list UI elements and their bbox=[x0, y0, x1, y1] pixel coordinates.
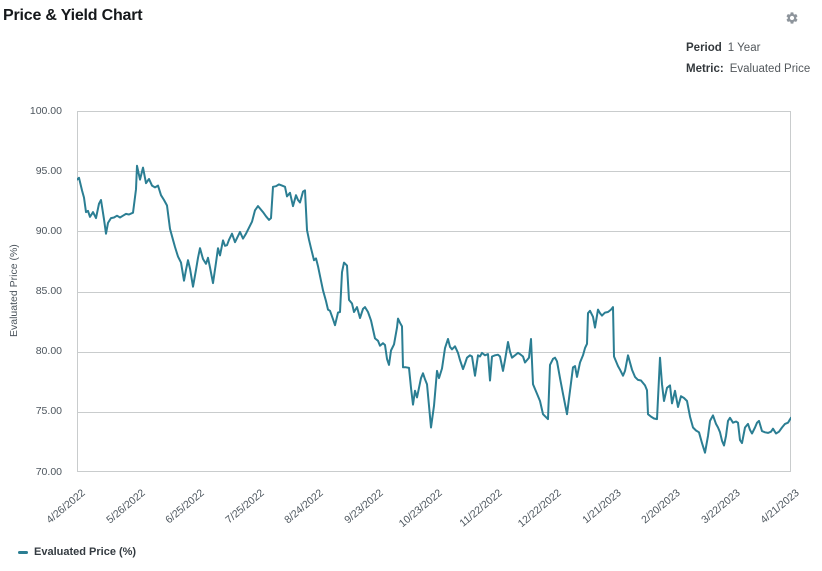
period-value: 1 Year bbox=[727, 42, 761, 54]
y-tick-label: 85.00 bbox=[35, 285, 62, 297]
x-tick-label: 4/26/2022 bbox=[44, 487, 88, 527]
plot-border bbox=[77, 111, 791, 472]
chart-settings-summary: Period 1 Year Metric: Evaluated Price bbox=[686, 38, 810, 80]
y-tick-label: 70.00 bbox=[35, 465, 62, 478]
series-line-evaluated-price-[interactable] bbox=[76, 164, 792, 454]
plot-area[interactable] bbox=[76, 111, 792, 472]
y-tick-label: 90.00 bbox=[35, 224, 62, 237]
y-tick-label: 100.00 bbox=[29, 104, 62, 117]
x-tick-label: 8/24/2022 bbox=[282, 487, 326, 527]
gear-icon bbox=[786, 12, 798, 24]
price-line-chart bbox=[76, 111, 792, 472]
x-tick-label: 3/22/2023 bbox=[698, 487, 743, 527]
x-tick-label: 6/25/2022 bbox=[163, 487, 207, 527]
page-title: Price & Yield Chart bbox=[3, 7, 143, 24]
x-tick-label: 7/25/2022 bbox=[222, 487, 267, 527]
legend-item-evaluated-price[interactable]: Evaluated Price (%) bbox=[18, 546, 136, 558]
legend-label: Evaluated Price (%) bbox=[34, 546, 137, 558]
x-tick-label: 4/21/2023 bbox=[758, 487, 802, 527]
y-tick-label: 95.00 bbox=[35, 164, 62, 177]
legend-line-swatch bbox=[18, 550, 28, 554]
y-tick-label: 80.00 bbox=[35, 345, 62, 358]
period-row: Period 1 Year bbox=[686, 38, 810, 59]
y-tick-label: 75.00 bbox=[35, 405, 62, 418]
x-tick-label: 1/21/2023 bbox=[579, 487, 624, 527]
settings-gear-icon[interactable] bbox=[785, 11, 799, 25]
metric-row: Metric: Evaluated Price bbox=[686, 59, 810, 80]
x-tick-label: 9/23/2022 bbox=[341, 487, 386, 527]
x-tick-label: 2/20/2023 bbox=[639, 487, 683, 527]
metric-label: Metric: bbox=[686, 63, 724, 75]
period-label: Period bbox=[686, 42, 722, 54]
metric-value: Evaluated Price bbox=[729, 63, 811, 75]
x-tick-label: 5/26/2022 bbox=[103, 487, 148, 527]
